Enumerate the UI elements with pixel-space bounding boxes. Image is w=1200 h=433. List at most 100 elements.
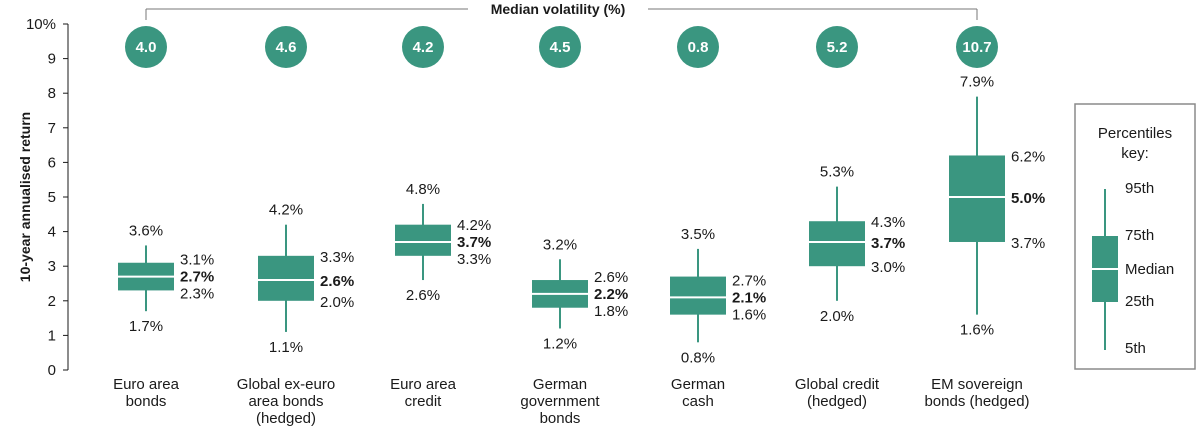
key-p75: 75th bbox=[1125, 227, 1154, 244]
key-p25: 25th bbox=[1125, 293, 1154, 310]
category-label: Euro area bbox=[390, 376, 457, 393]
category-label: government bbox=[520, 393, 600, 410]
volatility-value: 0.8 bbox=[688, 39, 709, 56]
key-p95: 95th bbox=[1125, 180, 1154, 197]
box-group: 4.0 3.6% 1.7% 3.1%2.7%2.3% bbox=[118, 26, 214, 335]
volatility-circle bbox=[677, 26, 719, 68]
p25-label: 2.0% bbox=[320, 294, 354, 311]
category-label: (hedged) bbox=[807, 393, 867, 410]
y-tick-label: 3 bbox=[48, 258, 56, 275]
p95-label: 3.5% bbox=[681, 226, 715, 243]
key-p5: 5th bbox=[1125, 340, 1146, 357]
volatility-circle bbox=[402, 26, 444, 68]
y-tick-label: 2 bbox=[48, 293, 56, 310]
box-series: 4.03.6%1.7%3.1%2.7%2.3%4.64.2%1.1%3.3%2.… bbox=[118, 26, 1045, 366]
category-label: Global ex-euro bbox=[237, 376, 335, 393]
volatility-value: 4.0 bbox=[136, 39, 157, 56]
y-tick-label: 10% bbox=[26, 16, 56, 33]
volatility-value: 5.2 bbox=[827, 39, 848, 56]
median-label: 2.6% bbox=[320, 273, 354, 290]
y-tick-label: 6 bbox=[48, 154, 56, 171]
category-label: German bbox=[533, 376, 587, 393]
p25-label: 1.6% bbox=[732, 306, 766, 323]
key-title: key: bbox=[1121, 145, 1149, 162]
median-label: 5.0% bbox=[1011, 190, 1045, 207]
y-tick-label: 0 bbox=[48, 362, 56, 379]
category-label: area bonds bbox=[248, 393, 323, 410]
y-tick-label: 4 bbox=[48, 224, 56, 241]
box-iqr bbox=[258, 255, 314, 301]
y-tick-label: 1 bbox=[48, 327, 56, 344]
category-label: (hedged) bbox=[256, 410, 316, 427]
box-group: 10.7 7.9% 1.6% 6.2% 5.0% 3.7% bbox=[949, 26, 1045, 339]
box-group: 4.5 3.2% 1.2% 2.6%2.2%1.8% bbox=[532, 26, 628, 352]
category-label: Global credit bbox=[795, 376, 880, 393]
p5-label: 1.7% bbox=[129, 318, 163, 335]
category-label: bonds (hedged) bbox=[924, 393, 1029, 410]
median-label: 3.7% bbox=[457, 234, 491, 251]
p25-label: 3.0% bbox=[871, 259, 905, 276]
p5-label: 2.6% bbox=[406, 287, 440, 304]
p95-label: 3.6% bbox=[129, 222, 163, 239]
p75-label: 6.2% bbox=[1011, 148, 1045, 165]
volatility-circle bbox=[265, 26, 307, 68]
median-label: 2.2% bbox=[594, 286, 628, 303]
category-label: cash bbox=[682, 393, 714, 410]
median-label: 2.7% bbox=[180, 269, 214, 286]
key-title: Percentiles bbox=[1098, 125, 1172, 142]
p75-label: 3.1% bbox=[180, 252, 214, 269]
p25-label: 3.7% bbox=[1011, 235, 1045, 252]
volatility-circle bbox=[956, 26, 998, 68]
box-group: 4.6 4.2% 1.1% 3.3% 2.6% 2.0% bbox=[258, 26, 354, 356]
volatility-value: 4.6 bbox=[276, 39, 297, 56]
y-tick-label: 8 bbox=[48, 85, 56, 102]
p95-label: 4.8% bbox=[406, 181, 440, 198]
category-label: credit bbox=[405, 393, 443, 410]
p25-label: 3.3% bbox=[457, 251, 491, 268]
y-axis-label: 10-year annualised return bbox=[17, 112, 33, 282]
volatility-value: 4.5 bbox=[550, 39, 571, 56]
p75-label: 2.6% bbox=[594, 269, 628, 286]
volatility-value: 4.2 bbox=[413, 39, 434, 56]
box-group: 5.2 5.3% 2.0% 4.3% 3.7% 3.0% bbox=[809, 26, 905, 325]
y-tick-label: 7 bbox=[48, 120, 56, 137]
volatility-title: Median volatility (%) bbox=[491, 1, 626, 17]
key-median: Median bbox=[1125, 261, 1174, 278]
y-tick-label: 5 bbox=[48, 189, 56, 206]
p5-label: 1.6% bbox=[960, 322, 994, 339]
category-label: EM sovereign bbox=[931, 376, 1023, 393]
p95-label: 4.2% bbox=[269, 202, 303, 219]
median-label: 3.7% bbox=[871, 235, 905, 252]
p95-label: 7.9% bbox=[960, 74, 994, 91]
box-iqr bbox=[949, 155, 1005, 242]
p75-label: 4.3% bbox=[871, 214, 905, 231]
p95-label: 5.3% bbox=[820, 164, 854, 181]
volatility-circle bbox=[539, 26, 581, 68]
volatility-circle bbox=[125, 26, 167, 68]
box-group: 4.2 4.8% 2.6% 4.2%3.7%3.3% bbox=[395, 26, 491, 304]
volatility-circle bbox=[816, 26, 858, 68]
percentiles-key: Percentiles key: 95th 75th Median 25th 5th bbox=[1074, 103, 1196, 370]
box-group: 0.8 3.5% 0.8% 2.7%2.1%1.6% bbox=[670, 26, 766, 366]
box-iqr bbox=[809, 221, 865, 267]
category-label: bonds bbox=[126, 393, 167, 410]
p5-label: 1.1% bbox=[269, 339, 303, 356]
box-iqr bbox=[395, 224, 451, 256]
median-label: 2.1% bbox=[732, 289, 766, 306]
category-label: bonds bbox=[540, 410, 581, 427]
p95-label: 3.2% bbox=[543, 236, 577, 253]
volatility-bracket: Median volatility (%) bbox=[145, 1, 978, 20]
p25-label: 2.3% bbox=[180, 286, 214, 303]
p75-label: 4.2% bbox=[457, 217, 491, 234]
p5-label: 2.0% bbox=[820, 308, 854, 325]
p25-label: 1.8% bbox=[594, 303, 628, 320]
y-axis: 0 1 2 3 4 5 6 7 8 9 10% 10-year annualised return bbox=[17, 16, 69, 379]
p75-label: 2.7% bbox=[732, 272, 766, 289]
box-iqr bbox=[670, 276, 726, 315]
category-label: German bbox=[671, 376, 725, 393]
p5-label: 0.8% bbox=[681, 349, 715, 366]
category-label: Euro area bbox=[113, 376, 180, 393]
y-tick-label: 9 bbox=[48, 51, 56, 68]
